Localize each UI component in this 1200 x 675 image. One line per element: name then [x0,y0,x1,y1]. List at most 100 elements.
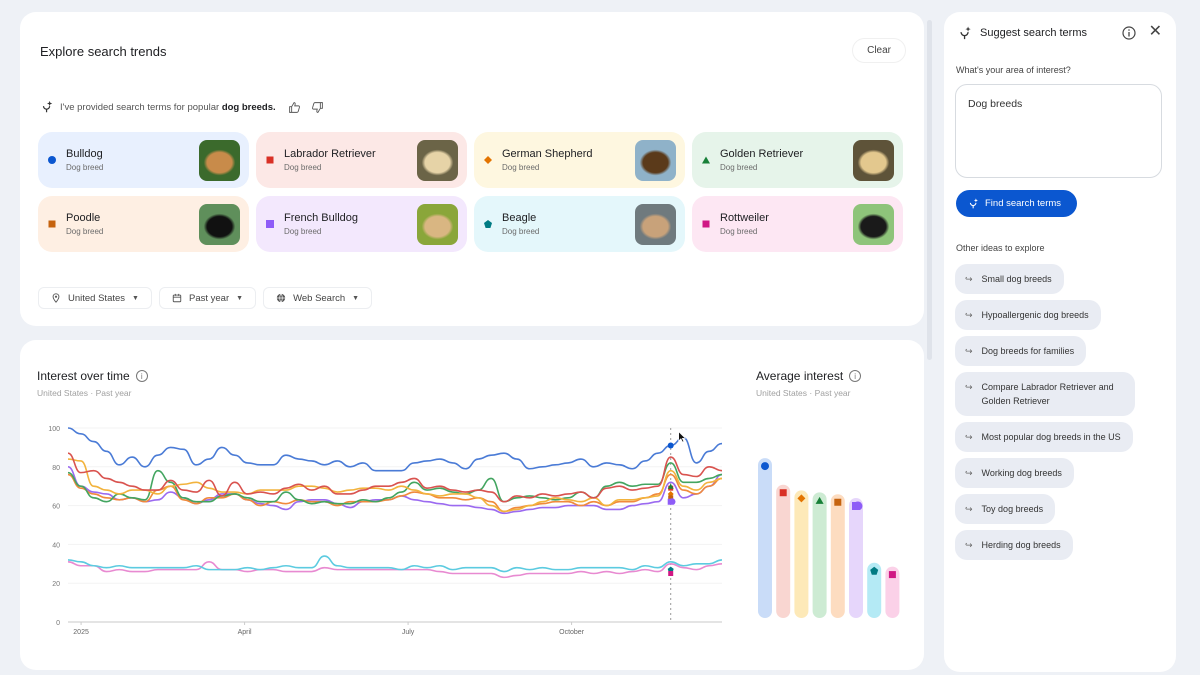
interest-over-time-chart[interactable]: 0 20 40 60 80 100 2025 April July October [30,410,730,640]
idea-label: Most popular dog breeds in the US [981,432,1121,442]
search-term-name: Poodle [66,212,101,224]
location-filter-label: United States [68,292,126,304]
search-term-card[interactable]: Bulldog Dog breed [38,132,249,188]
info-icon[interactable]: i [849,370,862,382]
arrow-return-icon: ↪ [965,274,973,284]
search-term-name: Rottweiler [720,212,769,224]
search-type-filter[interactable]: Web Search ▼ [263,287,373,309]
filter-bar: United States ▼ Past year ▼ Web Search ▼ [38,287,373,309]
arrow-return-icon: ↪ [965,468,973,478]
svg-text:80: 80 [52,465,60,472]
interest-question-label: What's your area of interest? [956,65,1071,75]
ai-note: I've provided search terms for popular d… [40,100,324,114]
idea-label: Compare Labrador Retriever and Golden Re… [981,382,1114,406]
chevron-down-icon: ▼ [352,294,360,302]
find-search-terms-button[interactable]: Find search terms [956,190,1078,217]
svg-text:October: October [559,629,585,636]
search-term-card[interactable]: Golden Retriever Dog breed [692,132,903,188]
clear-button[interactable]: Clear [852,38,906,63]
search-term-type: Dog breed [284,227,322,236]
arrow-return-icon: ↪ [965,504,973,514]
diamond-marker-icon [484,156,492,164]
idea-chip[interactable]: ↪ Compare Labrador Retriever and Golden R… [955,372,1135,416]
svg-text:April: April [238,629,252,636]
thumbs-up-icon[interactable] [288,101,301,114]
idea-chip[interactable]: ↪ Toy dog breeds [955,494,1056,524]
chevron-down-icon: ▼ [236,294,244,302]
time-range-filter[interactable]: Past year ▼ [158,287,257,309]
average-interest-chart[interactable] [750,440,910,630]
idea-label: Small dog breeds [981,274,1052,284]
dog-photo-thumbnail [853,140,894,181]
idea-label: Working dog breeds [981,468,1062,478]
search-term-name: German Shepherd [502,148,593,160]
search-term-card[interactable]: Rottweiler Dog breed [692,196,903,252]
search-term-card[interactable]: Beagle Dog breed [474,196,685,252]
search-term-text: Labrador Retriever Dog breed [284,148,376,172]
triangle-marker-icon [702,156,710,164]
info-icon[interactable]: i [135,370,148,382]
sparkle-icon [42,100,53,113]
search-term-text: Golden Retriever Dog breed [720,148,803,172]
search-term-text: Rottweiler Dog breed [720,212,769,236]
suggest-search-terms-panel: Suggest search terms ✕ What's your area … [944,12,1176,672]
search-term-type: Dog breed [66,227,104,236]
arrow-return-icon: ↪ [965,346,973,356]
time-range-filter-label: Past year [188,292,230,304]
search-term-name: Beagle [502,212,537,224]
idea-label: Toy dog breeds [981,504,1044,514]
search-term-type: Dog breed [720,163,758,172]
idea-chip[interactable]: ↪ Most popular dog breeds in the US [955,422,1133,452]
dog-photo-thumbnail [635,204,676,245]
average-interest-subtitle: United States · Past year [756,388,851,398]
svg-text:60: 60 [52,504,60,511]
search-term-text: Poodle Dog breed [66,212,103,236]
dog-photo-thumbnail [199,140,240,181]
charts-panel: Interest over time i United States · Pas… [20,340,924,670]
square-marker-icon [48,220,56,228]
search-term-type: Dog breed [66,163,104,172]
globe-icon [276,293,286,303]
page-scrollbar-thumb[interactable] [927,20,932,360]
location-filter[interactable]: United States ▼ [38,287,152,309]
search-term-card[interactable]: French Bulldog Dog breed [256,196,467,252]
location-pin-icon [52,293,60,303]
average-interest-title: Average interest i [756,369,862,383]
arrow-return-icon: ↪ [965,432,973,442]
side-panel-title: Suggest search terms [980,27,1087,39]
chevron-down-icon: ▼ [132,294,139,302]
dog-photo-thumbnail [635,140,676,181]
search-term-name: Golden Retriever [720,148,804,160]
idea-chip[interactable]: ↪ Hypoallergenic dog breeds [955,300,1101,330]
search-term-card[interactable]: German Shepherd Dog breed [474,132,685,188]
search-type-filter-label: Web Search [293,292,346,304]
svg-text:0: 0 [56,620,60,627]
search-term-card[interactable]: Labrador Retriever Dog breed [256,132,467,188]
idea-label: Dog breeds for families [981,346,1075,356]
pentagon-marker-icon [484,220,492,228]
interest-over-time-subtitle: United States · Past year [37,388,132,398]
interest-over-time-title: Interest over time i [37,369,148,383]
info-icon[interactable] [1122,26,1136,40]
area-of-interest-input[interactable] [955,84,1162,178]
search-term-type: Dog breed [284,163,322,172]
dog-photo-thumbnail [417,204,458,245]
svg-text:July: July [402,629,415,636]
dog-photo-thumbnail [853,204,894,245]
search-term-name: Labrador Retriever [284,148,376,160]
calendar-icon [172,293,182,303]
search-term-card[interactable]: Poodle Dog breed [38,196,249,252]
thumbs-down-icon[interactable] [311,101,324,114]
dog-photo-thumbnail [199,204,240,245]
other-ideas-label: Other ideas to explore [956,243,1045,253]
close-icon[interactable]: ✕ [1148,23,1162,40]
search-term-name: French Bulldog [284,212,358,224]
arrow-return-icon: ↪ [965,540,973,550]
quarter-marker-icon [266,220,274,228]
circle-marker-icon [48,156,56,164]
idea-chip[interactable]: ↪ Small dog breeds [955,264,1064,294]
idea-chip[interactable]: ↪ Working dog breeds [955,458,1074,488]
sparkle-icon [960,26,971,40]
idea-chip[interactable]: ↪ Dog breeds for families [955,336,1087,366]
idea-chip[interactable]: ↪ Herding dog breeds [955,530,1073,560]
